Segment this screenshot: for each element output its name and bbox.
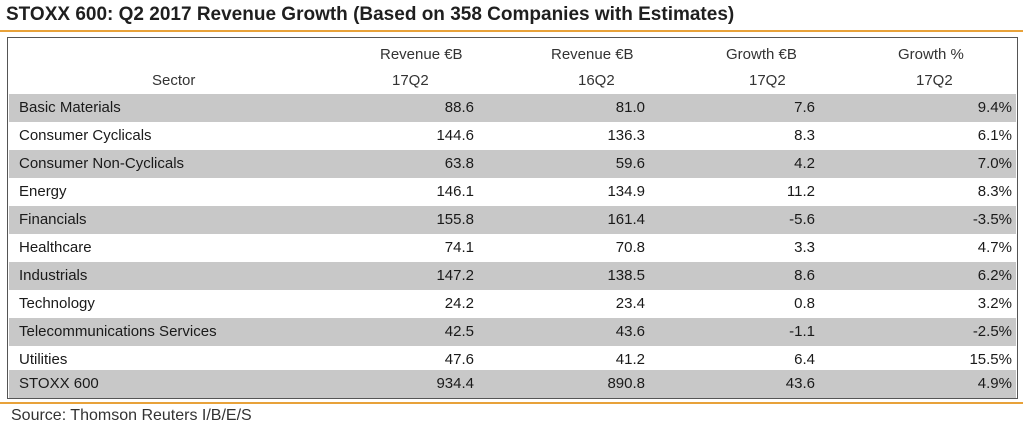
cell-growth-pct: -2.5%: [972, 323, 1012, 340]
cell-growth-pct: 6.1%: [977, 127, 1012, 144]
cell-growth-eur: 8.3: [794, 127, 815, 144]
cell-growth-eur: -1.1: [789, 323, 815, 340]
table-row: Consumer Non-Cyclicals 63.8 59.6 4.2 7.0…: [9, 150, 1016, 178]
cell-rev16: 23.4: [615, 295, 645, 312]
cell-rev17: 24.2: [444, 295, 474, 312]
cell-rev16: 138.5: [607, 267, 645, 284]
cell-rev16: 134.9: [607, 183, 645, 200]
cell-growth-eur: 4.2: [794, 155, 815, 172]
cell-rev16: 890.8: [607, 375, 645, 392]
cell-growth-eur: 0.8: [794, 295, 815, 312]
cell-growth-eur: 6.4: [794, 351, 815, 368]
cell-rev17: 47.6: [444, 351, 474, 368]
cell-rev17: 88.6: [444, 99, 474, 116]
cell-rev17: 147.2: [436, 267, 474, 284]
cell-growth-eur: 11.2: [786, 183, 815, 200]
header-growth-eur-line2: 17Q2: [749, 72, 786, 89]
cell-sector: Telecommunications Services: [19, 323, 217, 340]
cell-growth-eur: 3.3: [794, 239, 815, 256]
cell-sector: Basic Materials: [19, 99, 121, 116]
cell-sector: Technology: [19, 295, 95, 312]
cell-rev17: 74.1: [444, 239, 474, 256]
cell-growth-eur: 8.6: [794, 267, 815, 284]
cell-growth-pct: 6.2%: [977, 267, 1012, 284]
header-rev16-line1: Revenue €B: [551, 46, 634, 63]
bottom-divider: [0, 402, 1023, 404]
cell-sector: Utilities: [19, 351, 68, 368]
cell-rev17: 63.8: [444, 155, 474, 172]
cell-sector: Industrials: [19, 267, 88, 284]
cell-sector: STOXX 600: [19, 375, 99, 392]
header-growth-pct-line1: Growth %: [898, 46, 964, 63]
table-total-row: STOXX 600 934.4 890.8 43.6 4.9%: [9, 370, 1016, 398]
top-divider: [0, 30, 1023, 32]
cell-rev16: 43.6: [615, 323, 645, 340]
cell-growth-eur: -5.6: [789, 211, 815, 228]
cell-growth-eur: 43.6: [785, 375, 815, 392]
header-growth-eur-line1: Growth €B: [726, 46, 797, 63]
cell-rev17: 146.1: [436, 183, 474, 200]
header-sector: Sector: [152, 72, 196, 89]
header-rev16-line2: 16Q2: [578, 72, 615, 89]
cell-growth-pct: 3.2%: [977, 295, 1012, 312]
table-row: Technology 24.2 23.4 0.8 3.2%: [9, 290, 1016, 318]
header-growth-pct-line2: 17Q2: [916, 72, 953, 89]
header-rev17-line2: 17Q2: [392, 72, 429, 89]
cell-rev17: 42.5: [444, 323, 474, 340]
table-row: Telecommunications Services 42.5 43.6 -1…: [9, 318, 1016, 346]
table-row: Basic Materials 88.6 81.0 7.6 9.4%: [9, 94, 1016, 122]
cell-growth-pct: 9.4%: [977, 99, 1012, 116]
cell-sector: Energy: [19, 183, 67, 200]
cell-growth-pct: -3.5%: [972, 211, 1012, 228]
revenue-table: Sector Revenue €B 17Q2 Revenue €B 16Q2 G…: [7, 37, 1018, 399]
cell-rev16: 59.6: [615, 155, 645, 172]
cell-rev16: 70.8: [615, 239, 645, 256]
cell-rev16: 161.4: [607, 211, 645, 228]
table-row: Financials 155.8 161.4 -5.6 -3.5%: [9, 206, 1016, 234]
cell-growth-pct: 8.3%: [977, 183, 1012, 200]
table-row: Energy 146.1 134.9 11.2 8.3%: [9, 178, 1016, 206]
table-row: Utilities 47.6 41.2 6.4 15.5%: [9, 346, 1016, 374]
cell-sector: Consumer Cyclicals: [19, 127, 152, 144]
source-note: Source: Thomson Reuters I/B/E/S: [11, 407, 252, 424]
cell-rev17: 155.8: [436, 211, 474, 228]
cell-rev17: 144.6: [436, 127, 474, 144]
cell-rev16: 41.2: [615, 351, 645, 368]
page-title: STOXX 600: Q2 2017 Revenue Growth (Based…: [6, 4, 735, 25]
table-row: Industrials 147.2 138.5 8.6 6.2%: [9, 262, 1016, 290]
cell-growth-pct: 7.0%: [977, 155, 1012, 172]
header-rev17-line1: Revenue €B: [380, 46, 463, 63]
table-row: Healthcare 74.1 70.8 3.3 4.7%: [9, 234, 1016, 262]
table-row: Consumer Cyclicals 144.6 136.3 8.3 6.1%: [9, 122, 1016, 150]
cell-sector: Consumer Non-Cyclicals: [19, 155, 185, 172]
cell-rev17: 934.4: [436, 375, 474, 392]
cell-sector: Healthcare: [19, 239, 92, 256]
cell-rev16: 81.0: [615, 99, 645, 116]
cell-rev16: 136.3: [607, 127, 645, 144]
cell-sector: Financials: [19, 211, 87, 228]
cell-growth-pct: 4.9%: [977, 375, 1012, 392]
cell-growth-pct: 15.5%: [969, 351, 1012, 368]
cell-growth-eur: 7.6: [794, 99, 815, 116]
cell-growth-pct: 4.7%: [977, 239, 1012, 256]
